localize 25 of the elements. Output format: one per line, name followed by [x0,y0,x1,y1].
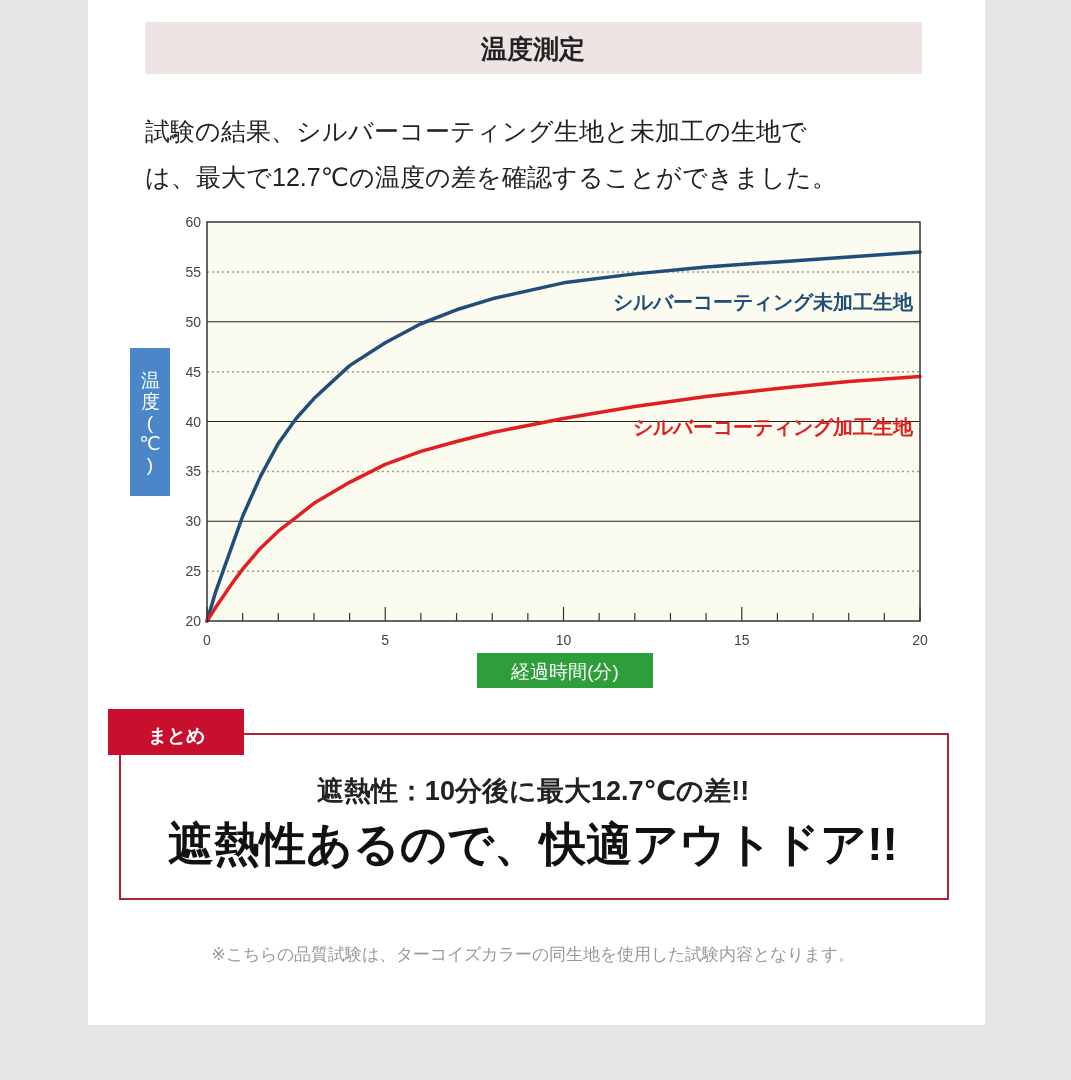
series-label: シルバーコーティング加工生地 [633,415,914,438]
y-tick-label: 40 [185,413,202,430]
text: まとめ [147,725,205,746]
x-tick-label: 0 [203,632,212,648]
x-tick-label: 5 [381,632,390,648]
y-tick-label: 60 [185,214,202,230]
y-tick-label: 35 [185,463,202,480]
text: 遮熱性あるので、快適アウトドア!! [168,818,898,870]
y-tick-label: 30 [185,513,202,530]
y-tick-label: 55 [185,263,202,280]
x-tick-label: 15 [733,632,750,648]
y-tick-label: 20 [185,613,202,629]
x-axis-title: 経過時間(分) [510,661,619,682]
x-tick-label: 10 [555,632,572,648]
chart-subtitle: 試験の結果、シルバーコーティング生地と未加工の生地では、最大で12.7℃の温度の差を確認することができました。 [145,116,838,193]
y-tick-label: 50 [185,313,202,330]
y-axis-title: 温度(℃) [139,370,161,475]
y-tick-label: 45 [185,363,202,380]
text: ※こちらの品質試験は、ターコイズカラーの同生地を使用した試験内容となります。 [211,945,855,964]
line-series [205,374,922,623]
chart-title: 温度測定 [480,34,585,64]
text: 遮熱性：10分後に最大12.7℃の差!! [316,776,750,806]
y-tick-label: 25 [185,563,202,580]
series-label: シルバーコーティング未加工生地 [613,290,914,313]
x-tick-label: 20 [912,632,928,648]
